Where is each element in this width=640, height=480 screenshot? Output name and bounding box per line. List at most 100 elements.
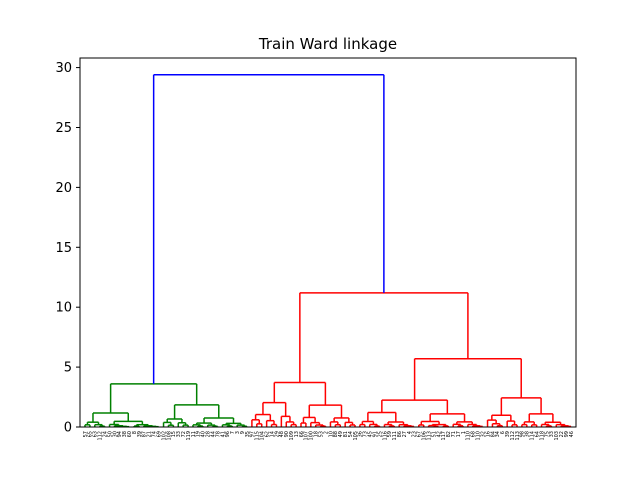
leaf-label: 117 bbox=[441, 431, 447, 441]
leaf-label: 54 bbox=[348, 431, 354, 437]
leaf-label: 35 bbox=[245, 431, 251, 437]
leaf-label: 17 bbox=[456, 431, 462, 437]
y-axis: 0 5 10 15 20 25 30 bbox=[55, 61, 80, 436]
leaf-label: 41 bbox=[220, 431, 226, 437]
leaf-label: 105 bbox=[353, 431, 359, 441]
leaf-label: 104 bbox=[260, 431, 266, 441]
leaf-label: 36 bbox=[358, 431, 364, 437]
leaf-label: 96 bbox=[225, 431, 231, 437]
leaf-label: 112 bbox=[98, 431, 104, 441]
leaf-label: 75 bbox=[544, 431, 550, 437]
leaf-label: 65 bbox=[88, 431, 94, 437]
leaf-label: 1 bbox=[461, 431, 467, 434]
leaf-label: 90 bbox=[284, 431, 290, 437]
leaf-label: 115 bbox=[255, 431, 261, 441]
leaf-label: 32 bbox=[480, 431, 486, 437]
leaf-label: 106 bbox=[422, 431, 428, 441]
leaf-label: 59 bbox=[387, 431, 393, 437]
leaf-label: 19 bbox=[196, 431, 202, 437]
leaf-label: 102 bbox=[161, 431, 167, 441]
leaf-label: 34 bbox=[495, 431, 501, 437]
chart-title: Train Ward linkage bbox=[258, 35, 397, 53]
leaf-label: 78 bbox=[215, 431, 221, 437]
leaf-label: 39 bbox=[505, 431, 511, 437]
leaf-label: 73 bbox=[363, 431, 369, 437]
leaf-label: 21 bbox=[147, 431, 153, 437]
leaf-label: 50 bbox=[107, 431, 113, 437]
leaf-labels: 5765631122450309438608398721746910210815… bbox=[83, 431, 575, 441]
leaf-label: 86 bbox=[397, 431, 403, 437]
leaf-label: 71 bbox=[451, 431, 457, 437]
leaf-label: 25 bbox=[377, 431, 383, 437]
leaf-label: 28 bbox=[206, 431, 212, 437]
leaf-label: 88 bbox=[333, 431, 339, 437]
leaf-label: 38 bbox=[525, 431, 531, 437]
y-tick-label: 15 bbox=[55, 241, 72, 256]
leaf-label: 74 bbox=[152, 431, 158, 437]
leaf-label: 57 bbox=[83, 431, 89, 437]
dendrogram-links bbox=[84, 74, 572, 428]
leaf-label: 109 bbox=[289, 431, 295, 441]
leaf-label: 103 bbox=[554, 431, 560, 441]
y-tick-label: 20 bbox=[55, 181, 72, 196]
leaf-label: 49 bbox=[338, 431, 344, 437]
plot-frame bbox=[79, 57, 577, 428]
leaf-label: 110 bbox=[476, 431, 482, 441]
leaf-label: 16 bbox=[485, 431, 491, 437]
leaf-label: 3 bbox=[235, 431, 241, 434]
leaf-label: 24 bbox=[102, 431, 108, 437]
leaf-label: 10 bbox=[328, 431, 334, 437]
leaf-label: 48 bbox=[279, 431, 285, 437]
leaf-label: 119 bbox=[186, 431, 192, 441]
y-tick-label: 25 bbox=[55, 121, 72, 136]
leaf-label: 15 bbox=[171, 431, 177, 437]
leaf-label: 69 bbox=[156, 431, 162, 437]
leaf-label: 99 bbox=[564, 431, 570, 437]
leaf-label: 116 bbox=[382, 431, 388, 441]
leaf-label: 53 bbox=[318, 431, 324, 437]
leaf-label: 91 bbox=[372, 431, 378, 437]
leaf-label: 7 bbox=[230, 431, 236, 434]
leaf-label: 11 bbox=[191, 431, 197, 437]
leaf-label: 14 bbox=[269, 431, 275, 437]
leaf-label: 107 bbox=[304, 431, 310, 441]
leaf-label: 51 bbox=[431, 431, 437, 437]
leaf-label: 82 bbox=[446, 431, 452, 437]
leaf-label: 42 bbox=[436, 431, 442, 437]
leaf-label: 46 bbox=[569, 431, 575, 437]
leaf-label: 113 bbox=[426, 431, 432, 441]
leaf-label: 40 bbox=[201, 431, 207, 437]
leaf-label: 97 bbox=[250, 431, 256, 437]
leaf-label: 111 bbox=[392, 431, 398, 441]
leaf-label: 114 bbox=[530, 431, 536, 441]
leaf-label: 112 bbox=[510, 431, 516, 441]
leaf-label: 44 bbox=[210, 431, 216, 437]
y-tick-label: 30 bbox=[55, 61, 72, 76]
leaf-label: 23 bbox=[412, 431, 418, 437]
y-tick-label: 0 bbox=[64, 421, 72, 436]
leaf-label: 63 bbox=[93, 431, 99, 437]
leaf-label: 6 bbox=[500, 431, 506, 434]
leaf-label: 113 bbox=[515, 431, 521, 441]
leaf-label: 81 bbox=[343, 431, 349, 437]
leaf-label: 2 bbox=[323, 431, 329, 434]
leaf-label: 33 bbox=[549, 431, 555, 437]
leaf-label: 13 bbox=[294, 431, 300, 437]
leaf-label: 72 bbox=[181, 431, 187, 437]
leaf-label: 29 bbox=[274, 431, 280, 437]
leaf-label: 110 bbox=[466, 431, 472, 441]
leaf-label: 98 bbox=[520, 431, 526, 437]
leaf-label: 9 bbox=[240, 431, 246, 434]
leaf-label: 100 bbox=[309, 431, 315, 441]
leaf-label: 45 bbox=[368, 431, 374, 437]
leaf-label: 66 bbox=[299, 431, 305, 437]
leaf-label: 27 bbox=[402, 431, 408, 437]
leaf-label: 33 bbox=[176, 431, 182, 437]
leaf-label: 68 bbox=[471, 431, 477, 437]
leaf-label: 84 bbox=[490, 431, 496, 437]
y-tick-label: 5 bbox=[64, 361, 72, 376]
leaf-label: 30 bbox=[112, 431, 118, 437]
leaf-label: 87 bbox=[142, 431, 148, 437]
